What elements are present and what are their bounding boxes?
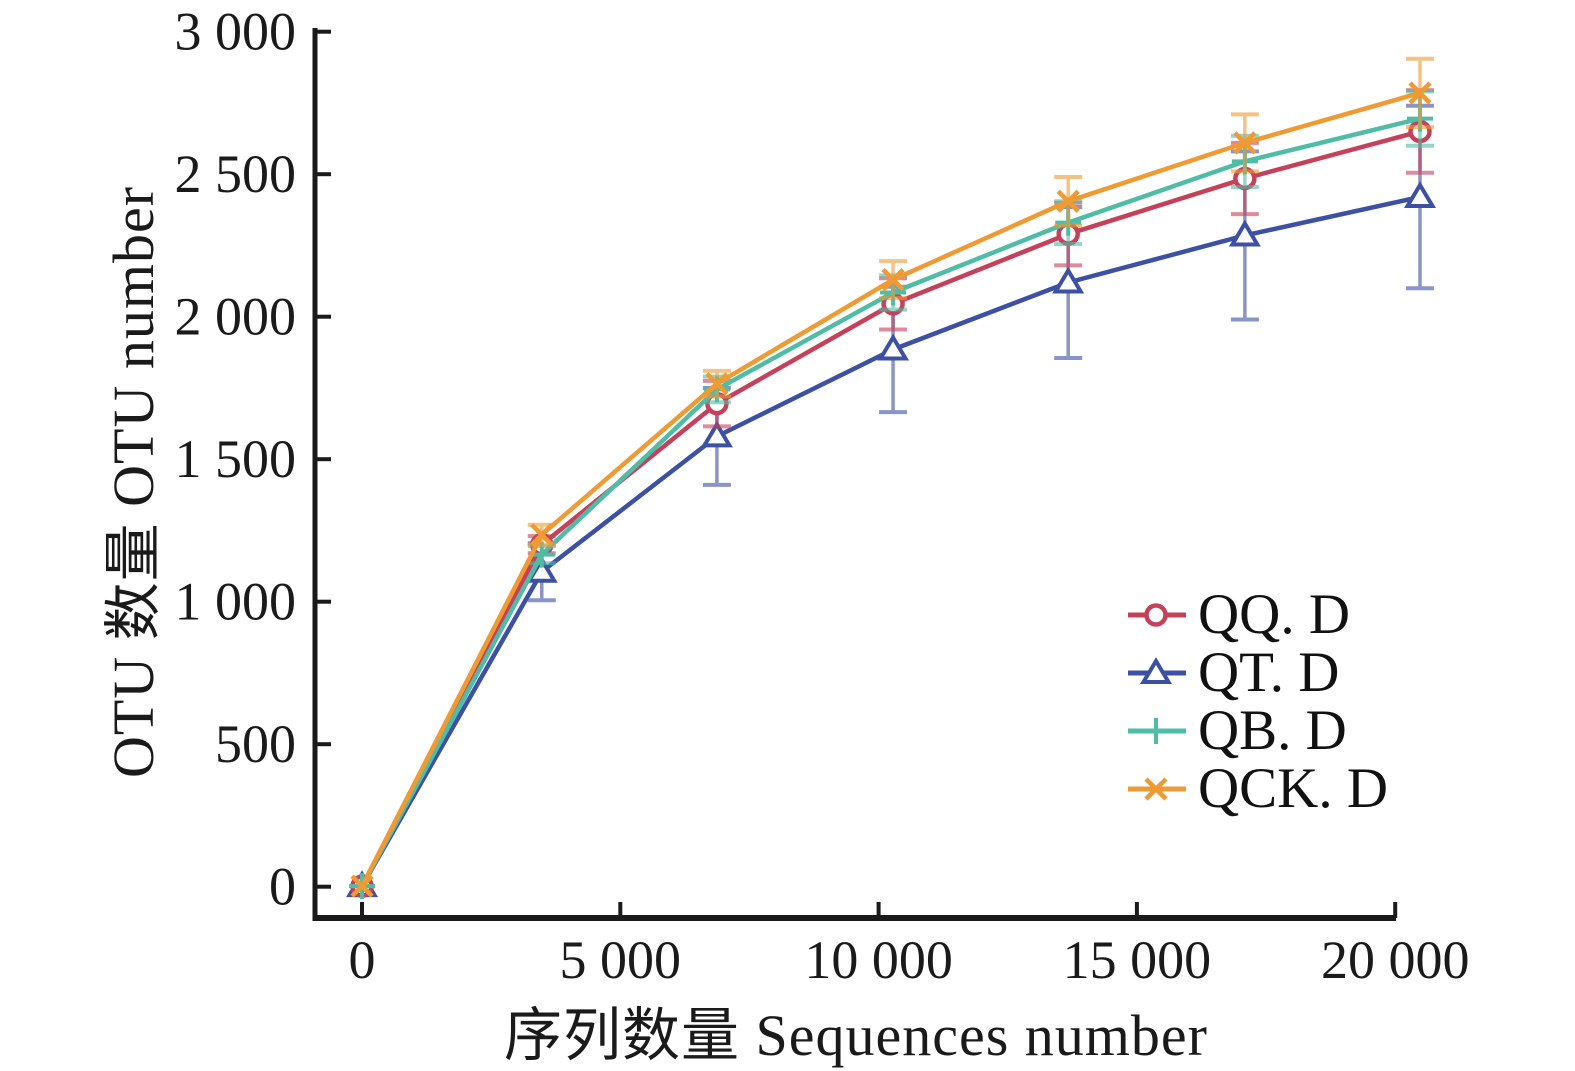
data-point-qt-d: [700, 420, 733, 448]
legend-item-qck-d: QCK. D: [1126, 760, 1388, 818]
legend-label-qt-d: QT. D: [1198, 641, 1340, 704]
legend-triangle-marker-icon: [1128, 657, 1186, 684]
legend-label-qq-d: QQ. D: [1198, 583, 1350, 646]
legend-marker-glyph: [1144, 777, 1168, 801]
data-point-qck-d: [1233, 131, 1257, 155]
data-point-qck-d: [705, 372, 729, 396]
y-axis-tick-label: 1 000: [175, 572, 297, 632]
y-axis-tick-label: 1 500: [175, 429, 297, 489]
data-point-qt-d: [877, 333, 910, 361]
x-axis-tick-label: 10 000: [804, 930, 953, 990]
legend-marker-glyph: [1139, 657, 1173, 684]
data-point-qt-d: [1228, 219, 1261, 247]
legend-marker-glyph: [1144, 603, 1168, 627]
legend-label-qb-d: QB. D: [1198, 699, 1347, 762]
data-point-qck-d: [530, 523, 554, 547]
x-axis-tick-label: 0: [349, 930, 376, 990]
y-axis-title: OTU 数量 OTU number: [101, 185, 166, 779]
y-axis-tick-label: 3 000: [175, 2, 297, 62]
y-axis-tick-label: 500: [215, 714, 296, 774]
legend: QQ. D QT. D QB. D QCK. D: [1126, 586, 1388, 818]
legend-item-qb-d: QB. D: [1126, 702, 1388, 760]
legend-label-qck-d: QCK. D: [1198, 757, 1389, 820]
x-axis-tick-label: 20 000: [1321, 930, 1470, 990]
legend-xcross-marker-icon: [1128, 777, 1186, 801]
data-point-qt-d: [1403, 181, 1437, 208]
x-axis-tick-label: 5 000: [560, 930, 682, 990]
data-point-qck-d: [350, 874, 374, 898]
legend-circle-marker-icon: [1128, 603, 1186, 627]
y-axis-tick-label: 2 000: [175, 287, 297, 347]
legend-plus-marker-icon: [1128, 718, 1186, 744]
y-axis-tick-label: 2 500: [175, 144, 297, 204]
data-point-qt-d: [1052, 266, 1085, 294]
x-axis-tick-label: 15 000: [1063, 930, 1212, 990]
series-qck-d: [350, 56, 1434, 898]
x-axis-title: 序列数量 Sequences number: [504, 1003, 1208, 1068]
data-point-qck-d: [881, 268, 905, 292]
y-axis-tick-label: 0: [269, 857, 296, 917]
data-point-qck-d: [1056, 189, 1080, 213]
legend-item-qq-d: QQ. D: [1126, 586, 1388, 644]
legend-item-qt-d: QT. D: [1126, 644, 1388, 702]
data-point-qck-d: [1408, 81, 1432, 105]
